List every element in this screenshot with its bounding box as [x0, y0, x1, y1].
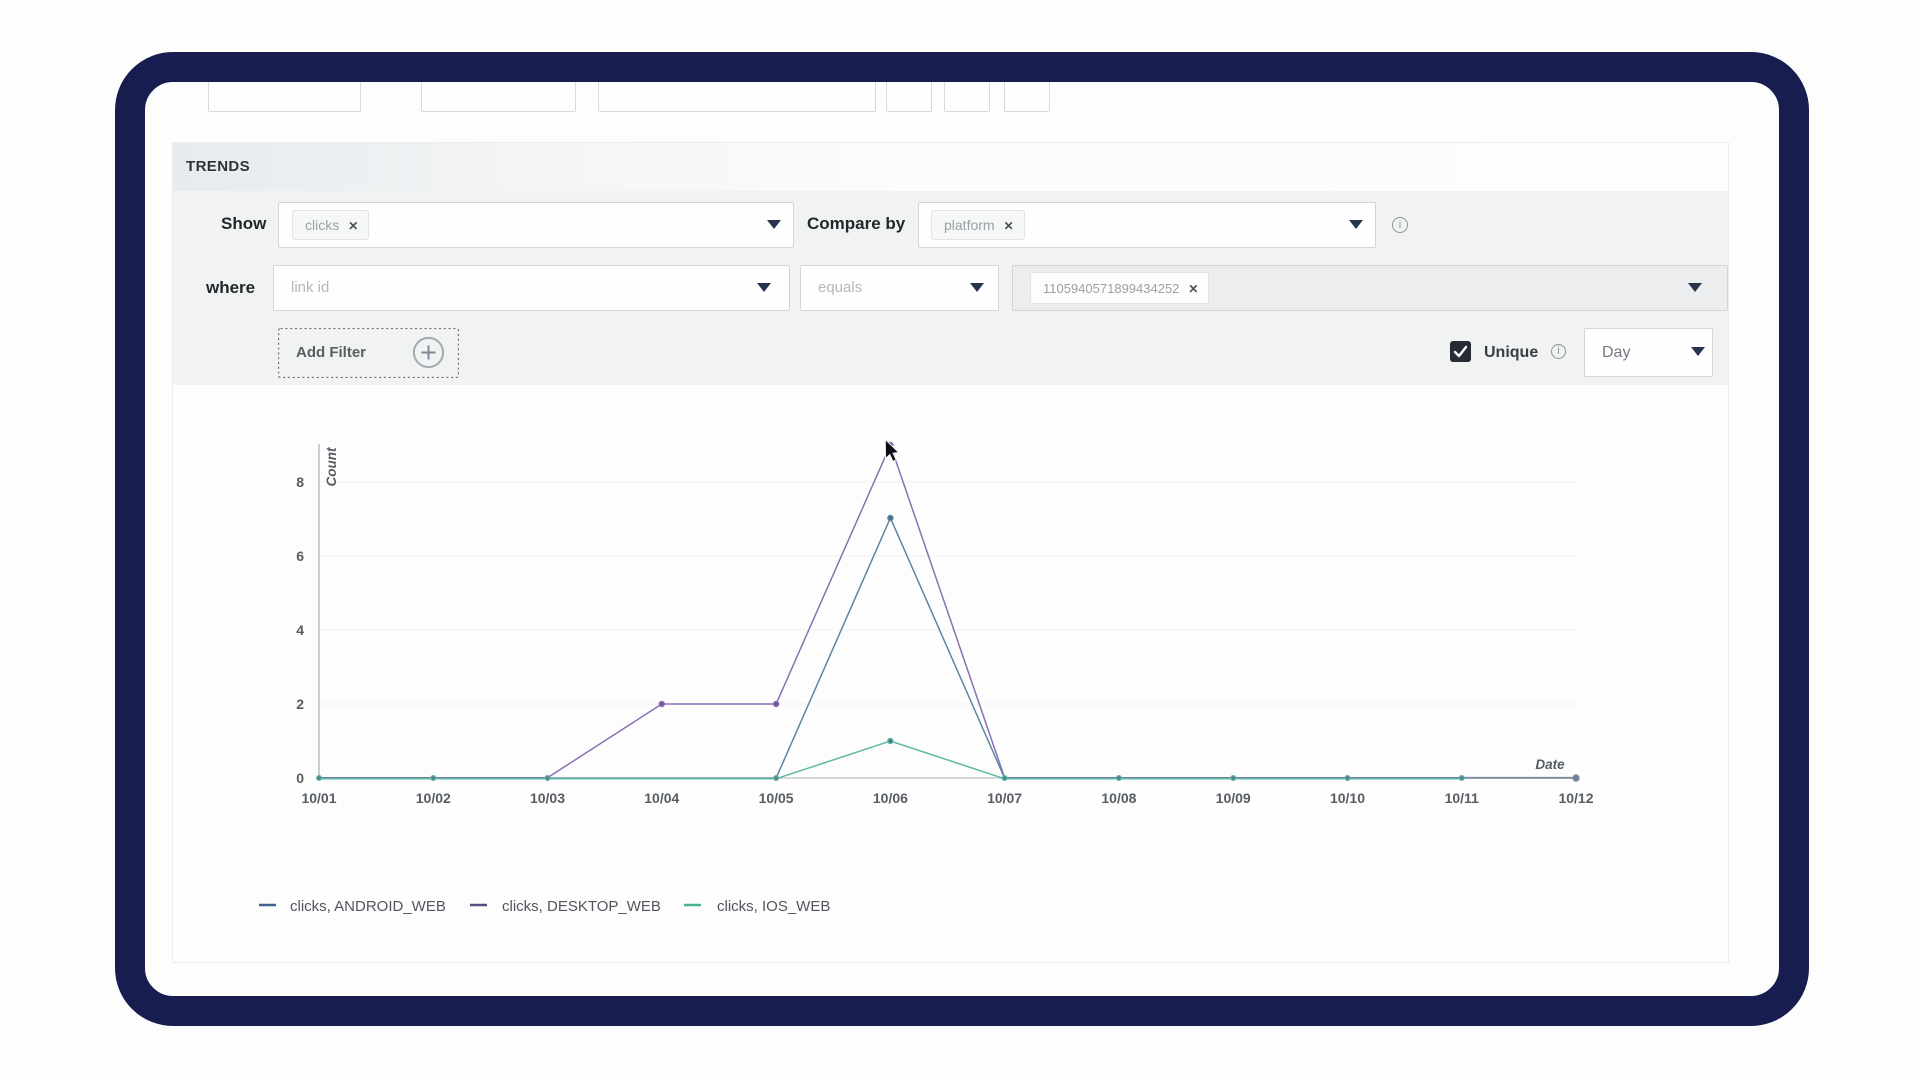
svg-text:10/04: 10/04 [644, 790, 679, 806]
svg-text:10/02: 10/02 [416, 790, 451, 806]
svg-text:clicks, DESKTOP_WEB: clicks, DESKTOP_WEB [502, 898, 661, 915]
svg-text:8: 8 [296, 474, 304, 490]
svg-text:4: 4 [296, 622, 304, 638]
svg-text:10/06: 10/06 [873, 790, 908, 806]
svg-text:clicks, IOS_WEB: clicks, IOS_WEB [717, 898, 830, 915]
svg-text:10/05: 10/05 [759, 790, 794, 806]
svg-text:Count: Count [324, 447, 339, 486]
svg-text:10/01: 10/01 [301, 790, 336, 806]
svg-text:10/03: 10/03 [530, 790, 565, 806]
svg-text:10/12: 10/12 [1558, 790, 1593, 806]
svg-text:2: 2 [296, 696, 304, 712]
svg-text:10/09: 10/09 [1216, 790, 1251, 806]
svg-text:Date: Date [1535, 757, 1565, 772]
svg-text:6: 6 [296, 548, 304, 564]
svg-text:10/11: 10/11 [1445, 790, 1479, 806]
svg-text:10/08: 10/08 [1101, 790, 1136, 806]
svg-text:clicks, ANDROID_WEB: clicks, ANDROID_WEB [290, 898, 446, 915]
svg-text:10/07: 10/07 [987, 790, 1022, 806]
svg-text:10/10: 10/10 [1330, 790, 1365, 806]
svg-text:0: 0 [296, 770, 304, 786]
